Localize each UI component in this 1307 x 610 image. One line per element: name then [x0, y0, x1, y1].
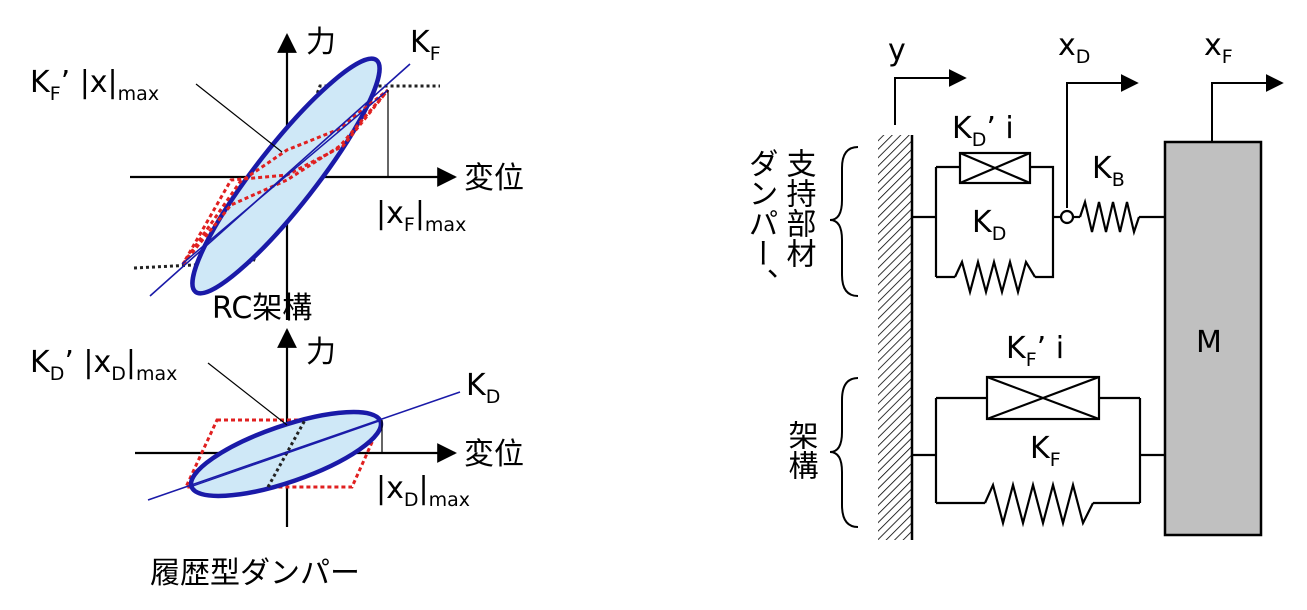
- bottom-secant-label: KD’ |xD|max: [30, 345, 177, 385]
- kf-stiffness-line: [149, 63, 411, 297]
- bottom-kd-label: KD: [466, 368, 500, 408]
- mass-block: [1163, 140, 1263, 537]
- kf-spring: [983, 480, 1094, 528]
- bottom-xmax-label: |xD|max: [376, 471, 470, 511]
- kb-label: KB: [1092, 151, 1125, 191]
- damper-hysteresis-plot: 力 変位 KD KD’ |xD|max |xD|max 履歴型ダンパー: [30, 328, 524, 591]
- y-displacement-arrow: [894, 69, 967, 125]
- secant-line: [181, 89, 389, 265]
- kfi-label: KF’ i: [1006, 331, 1064, 371]
- mechanical-model: y xD xF: [743, 28, 1284, 540]
- kb-spring: [1078, 197, 1141, 237]
- rc-frame-hysteresis-plot: 力 変位 KF KF’ |x|max |xF|max RC架構: [30, 25, 524, 326]
- damper-branch: [912, 151, 1165, 297]
- secant-leader: [207, 362, 288, 426]
- kd-label: KD: [972, 205, 1006, 245]
- top-caption: RC架構: [212, 291, 312, 326]
- ground-wall: [878, 135, 912, 540]
- kf-label: KF: [1030, 431, 1061, 471]
- equivalent-loop-upper: [181, 88, 389, 265]
- damper-group-brace: [829, 146, 859, 297]
- kd-stiffness-line: [147, 391, 461, 501]
- damper-group-label-1: ダンパー、: [743, 148, 778, 298]
- top-y-axis-label: 力: [306, 25, 336, 60]
- node-xd: [1059, 209, 1075, 225]
- damper-group-label-2: 支持部材: [781, 148, 817, 268]
- xf-label: xF: [1204, 28, 1233, 68]
- xd-displacement-arrow: [1066, 74, 1139, 208]
- skeleton-curve: [133, 84, 440, 270]
- frame-branch: [912, 375, 1165, 528]
- secant-line: [189, 419, 383, 488]
- top-x-axis-label: 変位: [464, 161, 524, 196]
- equivalent-loop: [183, 418, 385, 489]
- kd-spring: [954, 257, 1036, 297]
- frame-group-brace: [829, 377, 859, 528]
- secant-leader: [195, 83, 283, 153]
- xd-label: xD: [1058, 28, 1090, 68]
- bottom-caption: 履歴型ダンパー: [150, 556, 360, 591]
- y-label: y: [888, 33, 906, 68]
- top-secant-label: KF’ |x|max: [30, 65, 159, 105]
- bottom-y-axis-label: 力: [306, 335, 336, 370]
- top-kf-label: KF: [410, 25, 441, 65]
- kdi-label: KD’ i: [952, 111, 1014, 151]
- top-xmax-label: |xF|max: [376, 196, 466, 236]
- bottom-x-axis-label: 変位: [464, 437, 524, 472]
- frame-group-label: 架構: [783, 420, 819, 480]
- mass-label: M: [1196, 325, 1222, 360]
